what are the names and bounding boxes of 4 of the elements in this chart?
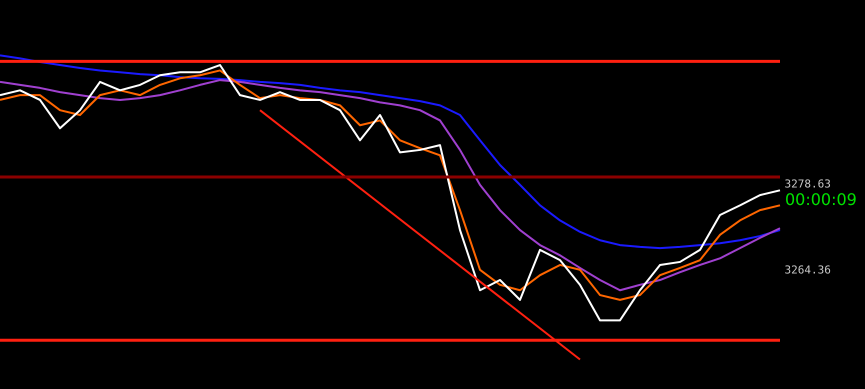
text: 00:00:09 (785, 190, 857, 209)
y-tick-label: 3264.36 (784, 264, 831, 277)
line-series (0, 54, 781, 250)
y-tick-label: 3278.63 (784, 178, 831, 191)
